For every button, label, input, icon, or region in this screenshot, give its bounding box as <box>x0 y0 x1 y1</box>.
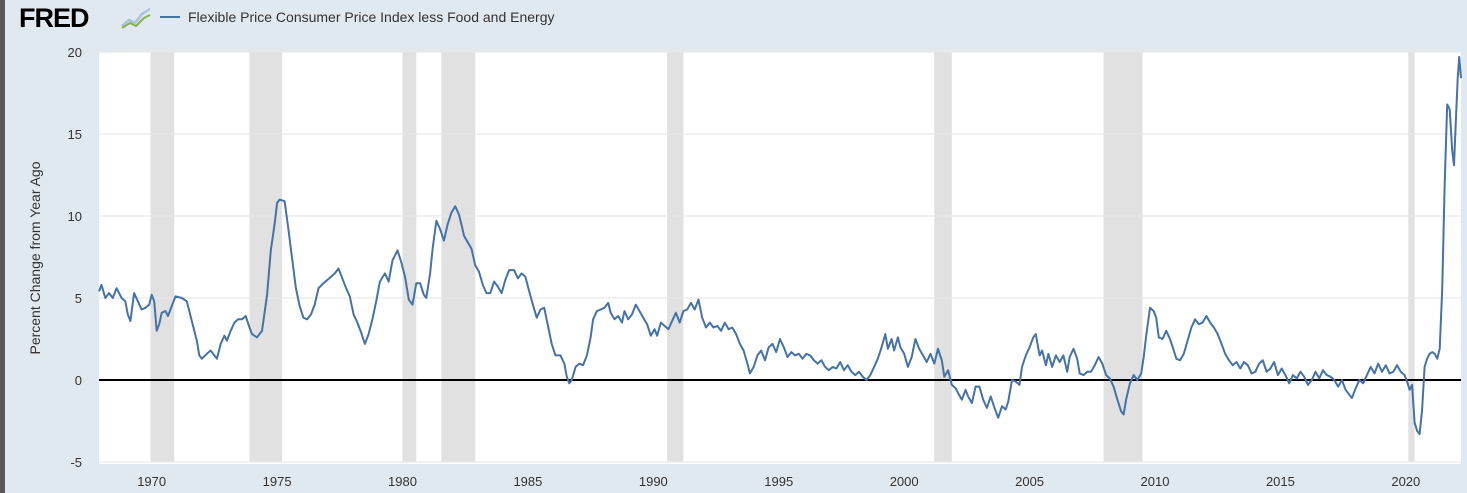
x-tick-label: 2020 <box>1391 474 1420 489</box>
trend-chart-icon <box>121 7 151 29</box>
recession-band <box>150 52 175 462</box>
chart-header: FRED Flexible Price Consumer Price Index… <box>5 0 1467 40</box>
x-tick-label: 2000 <box>890 474 919 489</box>
recession-band <box>441 52 476 462</box>
recession-band <box>1408 52 1415 462</box>
x-tick-label: 1995 <box>764 474 793 489</box>
x-axis-ticks: 1970 1975 1980 1985 1990 1995 2000 2005 2010 2015… <box>137 474 1420 489</box>
x-tick-label: 1980 <box>388 474 417 489</box>
y-tick-label: 15 <box>68 127 82 142</box>
recession-bands <box>150 52 1415 462</box>
x-tick-label: 2015 <box>1266 474 1295 489</box>
recession-band <box>402 52 417 462</box>
x-tick-label: 1985 <box>513 474 542 489</box>
x-tick-label: 2010 <box>1141 474 1170 489</box>
x-tick-label: 1975 <box>263 474 292 489</box>
y-tick-label: 20 <box>68 45 82 60</box>
window-frame-edge <box>0 0 5 493</box>
x-tick-label: 2005 <box>1015 474 1044 489</box>
y-axis-ticks: -5 0 5 10 15 20 <box>68 45 82 470</box>
x-tick-label: 1990 <box>639 474 668 489</box>
x-tick-label: 1970 <box>137 474 166 489</box>
legend-label: Flexible Price Consumer Price Index less… <box>188 9 555 25</box>
gridlines <box>99 51 1461 463</box>
recession-band <box>1103 52 1143 462</box>
recession-band <box>934 52 952 462</box>
chart-legend[interactable]: Flexible Price Consumer Price Index less… <box>160 7 555 27</box>
recession-band <box>249 52 283 462</box>
series-line <box>98 55 1462 436</box>
y-tick-label: 10 <box>68 209 82 224</box>
y-tick-label: -5 <box>70 455 82 470</box>
y-tick-label: 0 <box>75 373 82 388</box>
legend-line-swatch <box>160 16 180 18</box>
y-axis-label: Percent Change from Year Ago <box>27 161 43 354</box>
fred-logo[interactable]: FRED <box>19 3 89 33</box>
plot-area <box>99 52 1461 464</box>
recession-band <box>667 52 684 462</box>
y-tick-label: 5 <box>75 291 82 306</box>
